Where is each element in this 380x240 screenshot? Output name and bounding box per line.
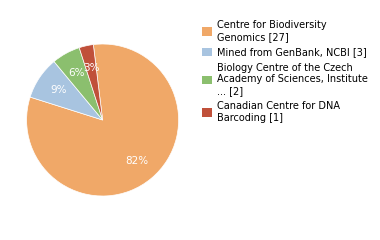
- Text: 3%: 3%: [83, 63, 100, 73]
- Wedge shape: [27, 44, 179, 196]
- Text: 6%: 6%: [69, 68, 85, 78]
- Wedge shape: [30, 61, 103, 120]
- Wedge shape: [79, 45, 103, 120]
- Text: 9%: 9%: [50, 85, 67, 95]
- Wedge shape: [54, 48, 103, 120]
- Text: 82%: 82%: [125, 156, 148, 166]
- Legend: Centre for Biodiversity
Genomics [27], Mined from GenBank, NCBI [3], Biology Cen: Centre for Biodiversity Genomics [27], M…: [203, 20, 368, 123]
